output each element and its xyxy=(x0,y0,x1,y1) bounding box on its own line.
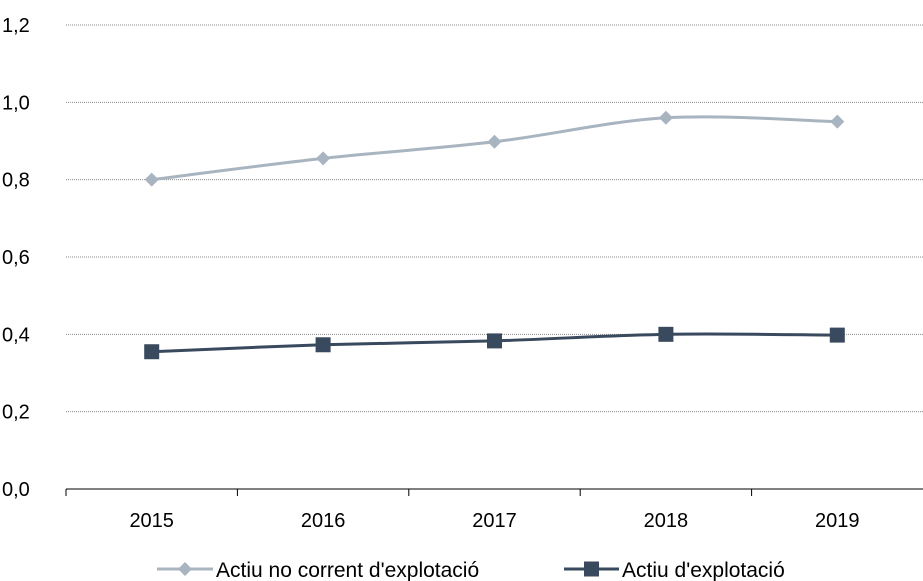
series-1 xyxy=(144,110,845,187)
y-tick-label: 0,6 xyxy=(2,247,30,269)
x-axis: 2015 2016 2017 2018 2019 xyxy=(65,488,923,532)
x-tick-label: 2019 xyxy=(815,510,860,532)
y-tick-label: 1,0 xyxy=(2,92,30,114)
legend-square-marker xyxy=(584,561,599,577)
legend-diamond-marker xyxy=(178,562,192,576)
square-data-point xyxy=(144,344,160,360)
x-tick-label: 2018 xyxy=(644,510,689,532)
y-axis-tick-labels: 0,0 0,2 0,4 0,6 0,8 1,0 1,2 xyxy=(2,15,30,501)
square-data-point xyxy=(658,326,674,342)
y-tick-label: 0,8 xyxy=(2,170,30,192)
legend-label: Actiu no corrent d'explotació xyxy=(216,559,479,581)
legend-item: Actiu no corrent d'explotació xyxy=(157,559,479,581)
y-tick-label: 0,0 xyxy=(2,479,30,501)
y-tick-label: 0,2 xyxy=(2,402,30,424)
legend-label: Actiu d'explotació xyxy=(622,559,785,581)
y-tick-label: 1,2 xyxy=(2,15,30,37)
legend-item: Actiu d'explotació xyxy=(564,559,785,581)
x-tick-label: 2015 xyxy=(129,510,174,532)
x-tick-label: 2017 xyxy=(472,510,517,532)
gridlines xyxy=(66,24,923,413)
square-data-point xyxy=(487,333,502,349)
series-layer xyxy=(144,110,845,360)
square-data-point xyxy=(315,337,331,353)
diamond-data-point xyxy=(658,110,673,125)
diamond-data-point xyxy=(830,114,845,129)
square-data-point xyxy=(829,327,845,343)
diamond-data-point xyxy=(487,134,502,149)
x-tick-label: 2016 xyxy=(301,510,346,532)
series-2 xyxy=(144,326,845,360)
diamond-data-point xyxy=(316,151,331,166)
y-tick-label: 0,4 xyxy=(2,324,30,346)
diamond-data-point xyxy=(144,172,159,187)
legend: Actiu no corrent d'explotació Actiu d'exp… xyxy=(157,559,785,581)
